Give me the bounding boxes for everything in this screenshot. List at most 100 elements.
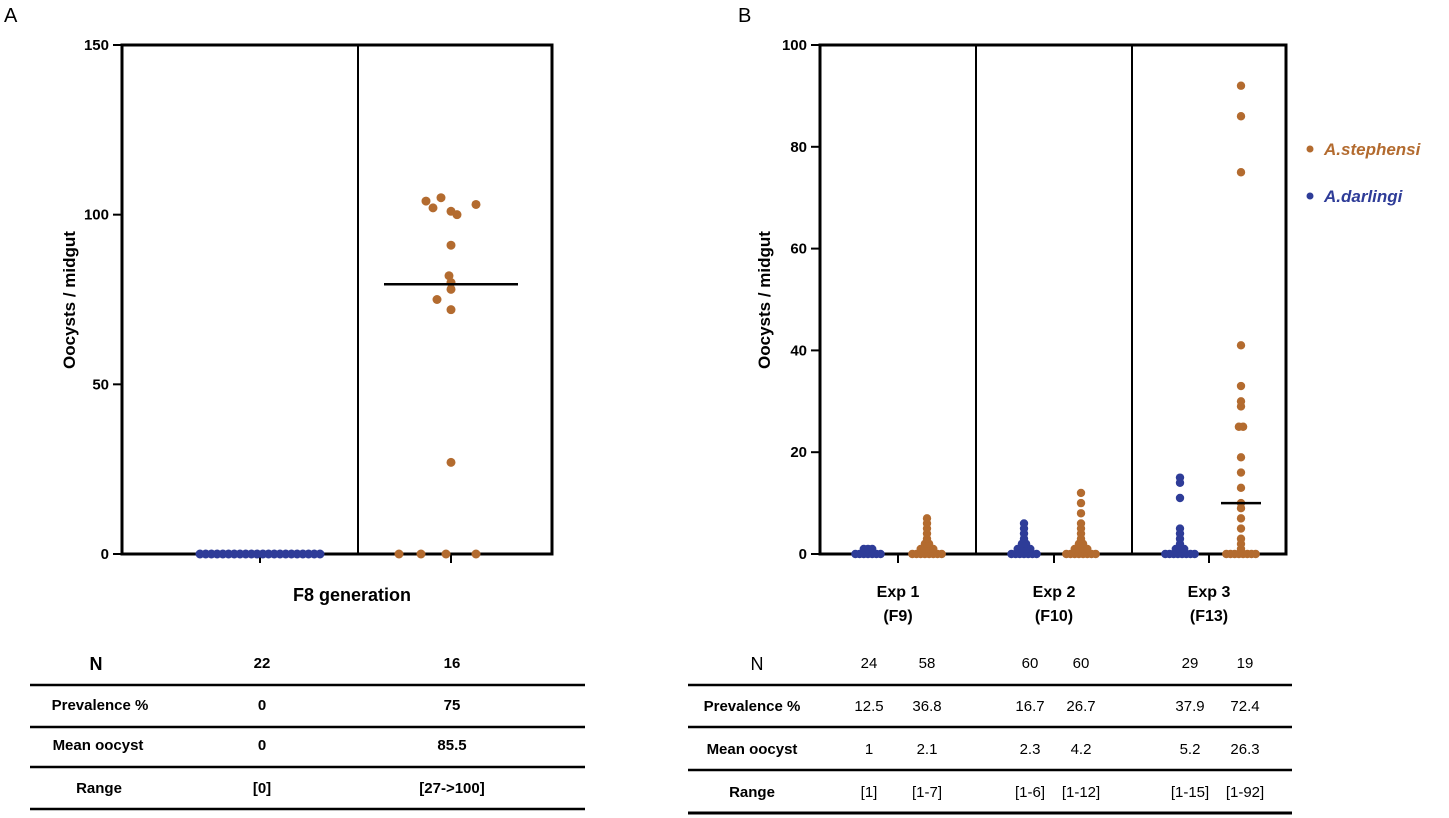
table-cell: 12.5 (854, 698, 883, 715)
data-point (922, 514, 932, 523)
table-cell: 2.3 (1020, 741, 1041, 758)
table-cell: 26.7 (1066, 698, 1095, 715)
data-point (444, 271, 454, 281)
data-point (1236, 534, 1246, 543)
data-point (394, 549, 404, 559)
panel-a-xlabel: F8 generation (293, 585, 411, 605)
panel-b-plot: 0 20 40 60 80 100 Oocysts / midgut Exp 1 (F9)… (755, 37, 1288, 625)
legend: A.stephensi A.darlingi (1306, 140, 1422, 206)
table-cell: 29 (1182, 655, 1199, 672)
data-point (1236, 168, 1246, 177)
data-point (1175, 524, 1185, 533)
data-point (452, 210, 462, 220)
y-tick-label: 40 (790, 342, 807, 359)
table-cell: 16 (444, 655, 461, 672)
data-point (446, 284, 456, 294)
table-cell: [1-12] (1062, 784, 1100, 801)
table-row-label: N (751, 654, 764, 674)
panel-a-frame (120, 43, 554, 556)
data-point (446, 457, 456, 467)
table-row-label: Range (76, 780, 122, 797)
data-point (1236, 483, 1246, 493)
data-point (1236, 514, 1246, 523)
panel-b-frame (818, 43, 1288, 556)
table-cell: [27->100] (419, 780, 484, 797)
table-cell: 58 (919, 655, 936, 672)
data-point (416, 549, 426, 559)
table-cell: 60 (1073, 655, 1090, 672)
data-point (1019, 519, 1029, 528)
table-cell: [0] (253, 780, 271, 797)
data-point (1091, 549, 1100, 559)
panel-b-ylabel: Oocysts / midgut (755, 231, 774, 369)
data-point (868, 544, 877, 554)
data-point (1236, 381, 1246, 391)
data-point (1251, 549, 1260, 559)
legend-marker-stephensi (1306, 145, 1314, 153)
data-point (1032, 549, 1041, 559)
table-cell: 0 (258, 737, 266, 754)
table-cell: 37.9 (1175, 698, 1204, 715)
data-point (471, 199, 481, 209)
table-cell: 75 (444, 697, 461, 714)
table-row-label: Range (729, 784, 775, 801)
panel-a-table: N 22 16 Prevalence % 0 75 Mean oocyst 0 … (30, 654, 585, 811)
y-tick-label: 0 (799, 546, 807, 563)
data-point (1236, 112, 1246, 121)
exp-label: Exp 2 (1033, 584, 1076, 601)
data-point (937, 549, 946, 559)
data-point (1076, 488, 1086, 498)
legend-label: A.darlingi (1323, 187, 1404, 206)
table-row-label: Mean oocyst (53, 737, 144, 754)
data-point (1175, 493, 1185, 503)
table-cell: 1 (865, 741, 873, 758)
data-point (446, 305, 456, 315)
table-cell: 4.2 (1071, 741, 1092, 758)
table-row-label: Prevalence % (704, 698, 801, 715)
y-tick-label: 100 (782, 37, 807, 54)
table-cell: [1-15] (1171, 784, 1209, 801)
table-cell: 2.1 (917, 741, 938, 758)
data-point (1236, 341, 1246, 350)
exp-label: Exp 1 (877, 584, 920, 601)
table-cell: 5.2 (1180, 741, 1201, 758)
exp-label: (F13) (1190, 608, 1228, 625)
table-cell: [1] (861, 784, 878, 801)
panel-a-ylabel: Oocysts / midgut (60, 231, 79, 369)
y-tick-label: 80 (790, 139, 807, 156)
table-cell: 22 (254, 655, 271, 672)
data-point (876, 549, 885, 559)
data-point (1236, 524, 1246, 533)
exp-label: (F10) (1035, 608, 1073, 625)
data-point (1236, 468, 1246, 477)
y-tick-label: 100 (84, 207, 109, 224)
table-cell: [1-6] (1015, 784, 1045, 801)
table-cell: 24 (861, 655, 878, 672)
data-point (1076, 509, 1086, 518)
table-cell: 72.4 (1230, 698, 1259, 715)
y-tick-label: 0 (101, 546, 109, 563)
exp-label: Exp 3 (1188, 584, 1231, 601)
data-point (432, 295, 442, 304)
table-cell: 26.3 (1230, 741, 1259, 758)
table-row-label: Mean oocyst (707, 741, 798, 758)
data-point (1076, 498, 1086, 508)
table-cell: 19 (1237, 655, 1254, 672)
panel-a-plot: 0 50 100 150 Oocysts / midgut F8 generation (60, 37, 554, 605)
data-point (1076, 519, 1086, 528)
data-point (1190, 549, 1199, 559)
data-point (315, 549, 325, 559)
legend-marker-darlingi (1306, 192, 1314, 200)
panel-a-label: A (4, 5, 18, 27)
data-point (1236, 453, 1246, 462)
y-tick-label: 50 (92, 376, 109, 393)
table-cell: [1-92] (1226, 784, 1264, 801)
table-cell: 16.7 (1015, 698, 1044, 715)
data-point (1175, 473, 1185, 482)
data-point (1236, 81, 1246, 90)
y-tick-label: 150 (84, 37, 109, 54)
table-cell: 0 (258, 697, 266, 714)
table-cell: 85.5 (437, 737, 466, 754)
table-cell: 36.8 (912, 698, 941, 715)
